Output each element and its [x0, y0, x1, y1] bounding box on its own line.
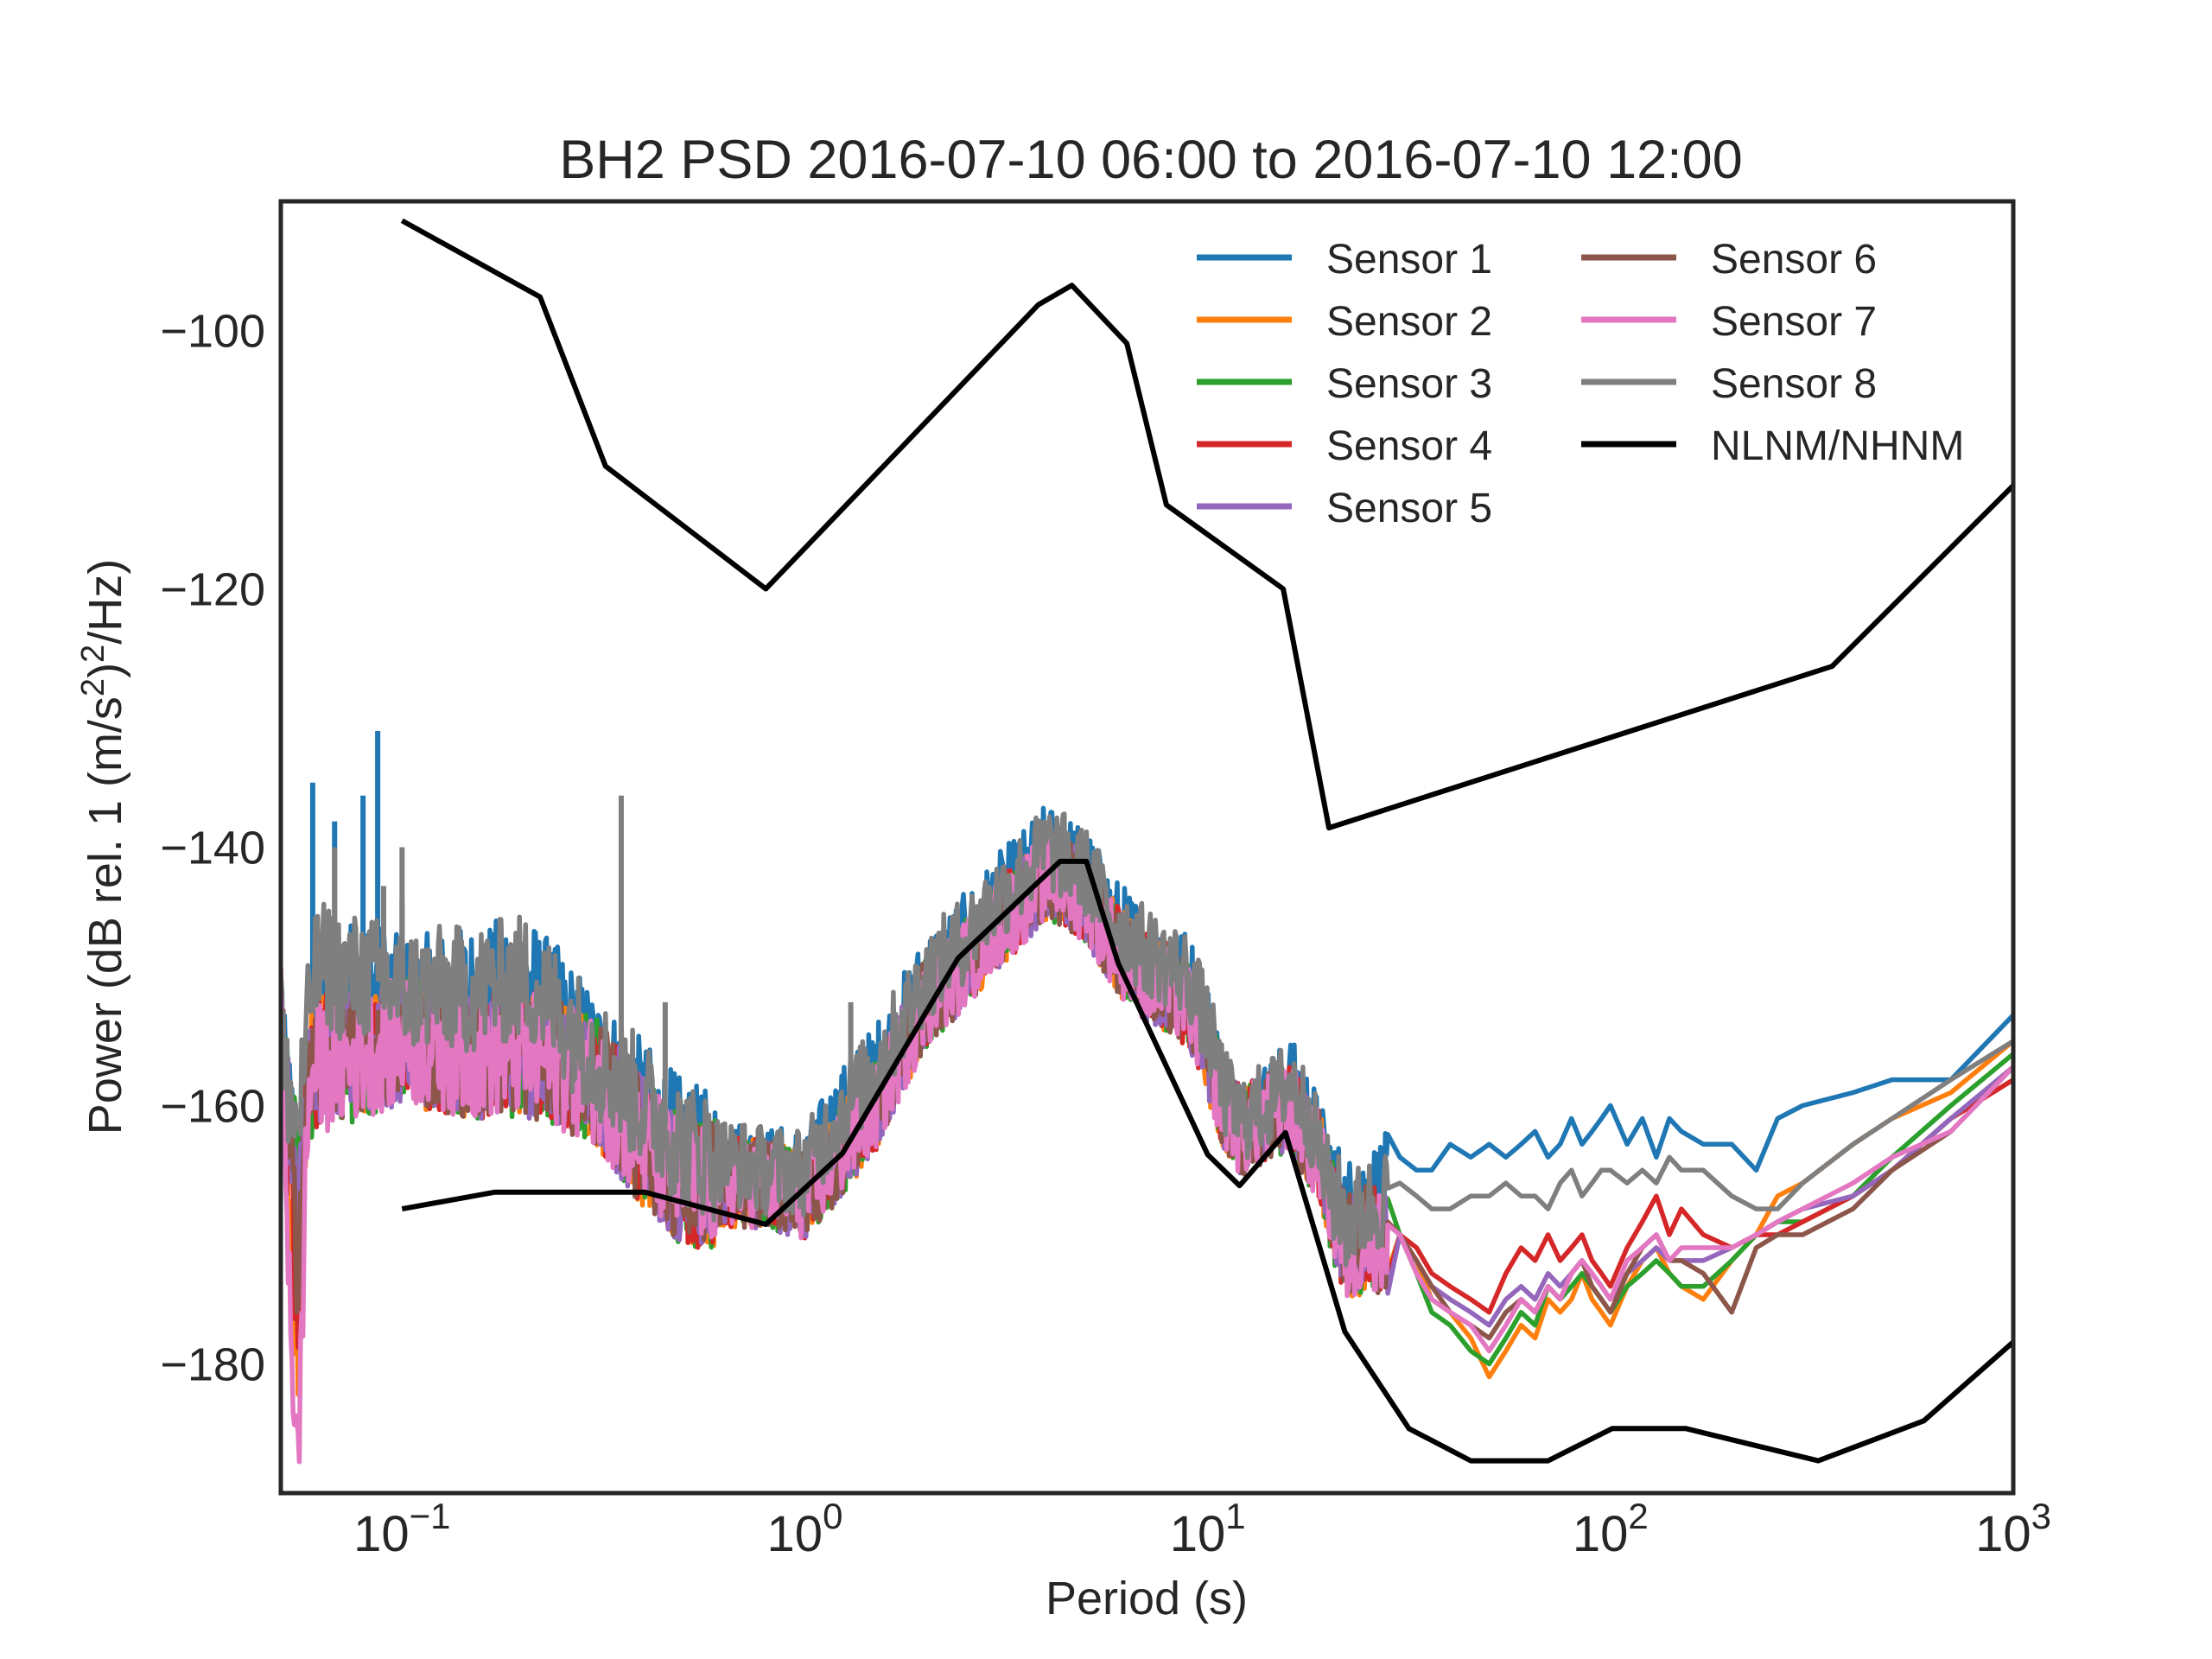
- legend: Sensor 1 Sensor 2 Sensor 3 Sensor 4 Sensor 5…: [1197, 237, 1964, 531]
- y-axis-label-sup1: 2: [75, 678, 111, 696]
- plot-frame: [278, 199, 2016, 1496]
- x-tick-base: 10: [767, 1506, 823, 1562]
- y-tick-label: −160: [160, 1081, 265, 1133]
- x-tick-label: 103: [1975, 1496, 2051, 1562]
- y-tick-label: −140: [160, 823, 265, 874]
- legend-label-sensor-5: Sensor 5: [1326, 486, 1492, 531]
- x-tick-base: 10: [1975, 1506, 2031, 1562]
- x-tick-exponent: 3: [2031, 1496, 2051, 1536]
- legend-label-sensor-1: Sensor 1: [1326, 237, 1492, 283]
- legend-label-sensor-8: Sensor 8: [1711, 361, 1877, 407]
- y-axis-ticks: −100 −120 −140 −160 −180: [160, 306, 265, 1391]
- x-tick-base: 10: [1170, 1506, 1226, 1562]
- x-tick-base: 10: [353, 1506, 410, 1562]
- chart-title: BH2 PSD 2016-07-10 06:00 to 2016-07-10 1…: [559, 130, 1742, 190]
- x-tick-label: 101: [1170, 1496, 1246, 1562]
- series-line-nlnm-nhnm-low: [401, 858, 2013, 1464]
- y-axis-label-main: Power (dB rel. 1 (m/s: [79, 696, 131, 1135]
- legend-label-sensor-6: Sensor 6: [1711, 237, 1877, 283]
- y-tick-label: −100: [160, 306, 265, 358]
- x-axis-ticks: 10−1 100 101 102 103: [353, 1496, 2051, 1562]
- x-tick-exponent: −1: [410, 1496, 451, 1536]
- x-tick-label: 10−1: [353, 1496, 450, 1562]
- legend-label-sensor-4: Sensor 4: [1326, 423, 1492, 469]
- x-tick-base: 10: [1573, 1506, 1629, 1562]
- y-tick-label: −120: [160, 564, 265, 616]
- x-tick-exponent: 2: [1628, 1496, 1648, 1536]
- x-tick-label: 102: [1573, 1496, 1649, 1562]
- y-axis-label: Power (dB rel. 1 (m/s2)2/Hz): [75, 559, 131, 1135]
- legend-label-sensor-3: Sensor 3: [1326, 361, 1492, 407]
- x-tick-exponent: 0: [823, 1496, 842, 1536]
- y-axis-label-sup2: 2: [75, 645, 111, 663]
- y-axis-label-mid: ): [79, 663, 131, 678]
- legend-label-nlnm-nhnm: NLNM/NHNM: [1711, 423, 1964, 469]
- x-tick-exponent: 1: [1225, 1496, 1245, 1536]
- y-axis-label-end: /Hz): [79, 559, 131, 645]
- y-tick-label: −180: [160, 1339, 265, 1391]
- series-layer: [281, 218, 2013, 1465]
- x-axis-label: Period (s): [1046, 1573, 1248, 1624]
- series-line-nlnm-nhnm-high: [400, 218, 2013, 831]
- series-line-sensor-8: [281, 811, 2013, 1268]
- x-tick-label: 100: [767, 1496, 843, 1562]
- legend-label-sensor-2: Sensor 2: [1326, 299, 1492, 345]
- legend-label-sensor-7: Sensor 7: [1711, 299, 1877, 345]
